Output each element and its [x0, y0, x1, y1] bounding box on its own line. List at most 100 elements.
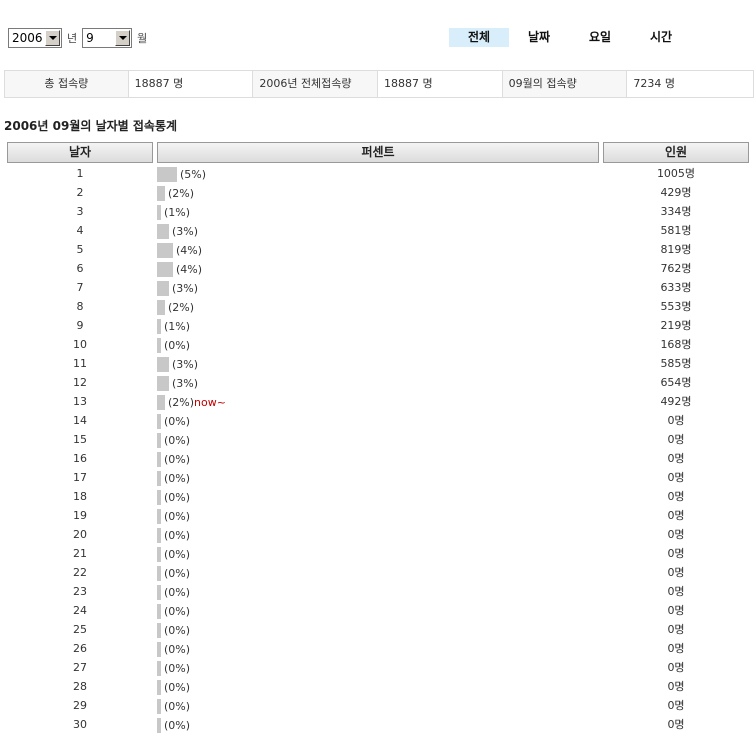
row-day: 15 — [73, 433, 87, 446]
row-day: 3 — [76, 205, 84, 218]
row-day: 13 — [73, 395, 87, 408]
tab-all[interactable]: 전체 — [449, 28, 509, 47]
table-body: 1 (5%) 1005명 2 (2%) 429명 3 (1%) 334명 4 (3%) 581명 5 (4… — [0, 164, 755, 734]
table-row: 20 (0%) 0명 — [0, 525, 755, 544]
percent-text: (0%) — [164, 339, 191, 352]
row-day: 18 — [73, 490, 87, 503]
row-count: 0명 — [667, 718, 685, 731]
row-count: 0명 — [667, 509, 685, 522]
percent-text: (0%) — [164, 434, 191, 447]
table-row: 27 (0%) 0명 — [0, 658, 755, 677]
percent-bar — [157, 718, 161, 733]
row-count: 633명 — [660, 281, 692, 294]
year-unit-label: 년 — [67, 32, 78, 45]
row-percent: (3%) — [157, 224, 198, 239]
table-row: 18 (0%) 0명 — [0, 487, 755, 506]
date-filter: 2006 년 9 월 — [8, 28, 152, 48]
row-count: 334명 — [660, 205, 692, 218]
row-percent: (0%) — [157, 490, 190, 505]
percent-text: (3%) — [172, 358, 199, 371]
row-percent: (4%) — [157, 243, 202, 258]
percent-text: (0%) — [164, 491, 191, 504]
percent-bar — [157, 205, 161, 220]
row-count: 0명 — [667, 490, 685, 503]
tab-weekday[interactable]: 요일 — [588, 30, 612, 44]
percent-text: (0%) — [164, 681, 191, 694]
tab-date[interactable]: 날짜 — [527, 30, 551, 44]
percent-text: (2%) — [168, 301, 195, 314]
row-day: 21 — [73, 547, 87, 560]
row-percent: (3%) — [157, 281, 198, 296]
row-day: 9 — [76, 319, 84, 332]
percent-bar — [157, 642, 161, 657]
percent-text: (5%) — [180, 168, 207, 181]
month-total-value: 7234 명 — [633, 77, 675, 90]
percent-text: (1%) — [164, 320, 191, 333]
row-day: 7 — [76, 281, 84, 294]
percent-bar — [157, 262, 173, 277]
tab-hour[interactable]: 시간 — [649, 30, 673, 44]
column-header-percent: 퍼센트 — [157, 142, 599, 163]
percent-bar — [157, 680, 161, 695]
percent-bar — [157, 585, 161, 600]
row-percent: (3%) — [157, 376, 198, 391]
percent-bar — [157, 395, 165, 410]
row-percent: (0%) — [157, 661, 190, 676]
row-count: 0명 — [667, 414, 685, 427]
table-row: 22 (0%) 0명 — [0, 563, 755, 582]
row-percent: (1%) — [157, 319, 190, 334]
section-title: 2006년 09월의 날자별 접속통계 — [4, 119, 178, 133]
year-select[interactable]: 2006 — [8, 28, 62, 48]
table-row: 15 (0%) 0명 — [0, 430, 755, 449]
percent-text: (0%) — [164, 643, 191, 656]
row-count: 429명 — [660, 186, 692, 199]
row-day: 5 — [76, 243, 84, 256]
row-count: 0명 — [667, 680, 685, 693]
percent-bar — [157, 490, 161, 505]
row-day: 10 — [73, 338, 87, 351]
percent-text: (1%) — [164, 206, 191, 219]
percent-text: (0%) — [164, 567, 191, 580]
table-row: 16 (0%) 0명 — [0, 449, 755, 468]
percent-bar — [157, 338, 161, 353]
table-row: 25 (0%) 0명 — [0, 620, 755, 639]
percent-bar — [157, 281, 169, 296]
percent-bar — [157, 528, 161, 543]
percent-text: (3%) — [172, 377, 199, 390]
chevron-down-icon[interactable] — [45, 30, 60, 46]
percent-bar — [157, 699, 161, 714]
table-row: 9 (1%) 219명 — [0, 316, 755, 335]
table-row: 14 (0%) 0명 — [0, 411, 755, 430]
percent-text: (0%) — [164, 472, 191, 485]
month-value: 9 — [86, 31, 94, 45]
row-day: 25 — [73, 623, 87, 636]
month-select[interactable]: 9 — [82, 28, 133, 48]
row-percent: (2%) — [157, 186, 194, 201]
percent-text: (0%) — [164, 624, 191, 637]
percent-bar — [157, 319, 161, 334]
table-row: 29 (0%) 0명 — [0, 696, 755, 715]
percent-text: (0%) — [164, 605, 191, 618]
row-percent: (2%) now~ — [157, 395, 226, 410]
row-day: 1 — [76, 167, 84, 180]
row-count: 1005명 — [656, 167, 696, 180]
percent-text: (4%) — [176, 244, 203, 257]
row-count: 0명 — [667, 452, 685, 465]
row-count: 0명 — [667, 585, 685, 598]
row-percent: (0%) — [157, 623, 190, 638]
row-day: 29 — [73, 699, 87, 712]
table-row: 8 (2%) 553명 — [0, 297, 755, 316]
table-row: 2 (2%) 429명 — [0, 183, 755, 202]
percent-bar — [157, 414, 161, 429]
row-day: 17 — [73, 471, 87, 484]
chevron-down-icon[interactable] — [115, 30, 131, 46]
now-marker: now~ — [194, 396, 226, 409]
percent-bar — [157, 661, 161, 676]
percent-bar — [157, 566, 161, 581]
percent-bar — [157, 547, 161, 562]
column-header-date: 날자 — [7, 142, 153, 163]
table-row: 30 (0%) 0명 — [0, 715, 755, 734]
row-day: 2 — [76, 186, 84, 199]
table-row: 17 (0%) 0명 — [0, 468, 755, 487]
month-total-label: 09월의 접속량 — [502, 71, 628, 97]
